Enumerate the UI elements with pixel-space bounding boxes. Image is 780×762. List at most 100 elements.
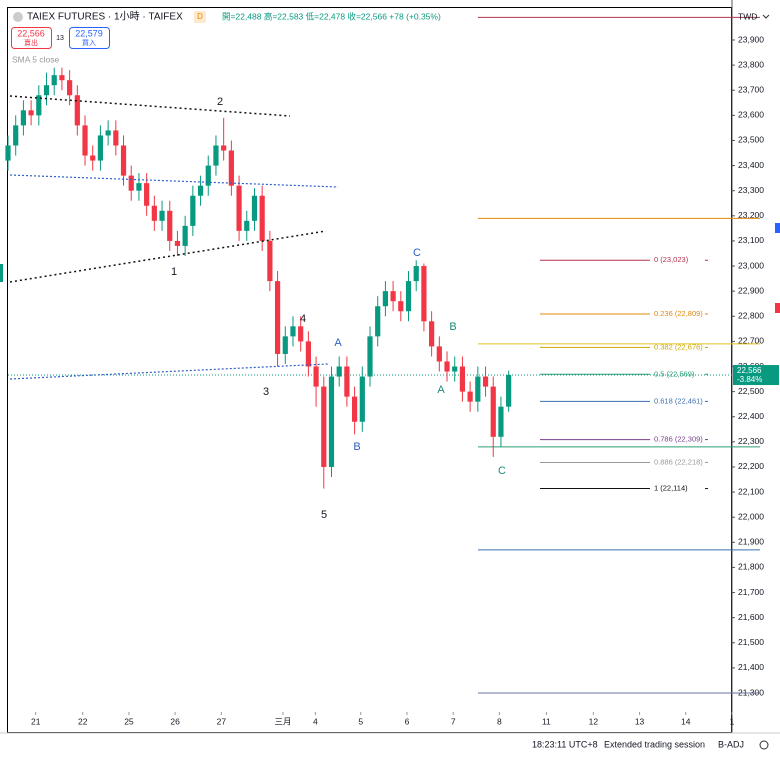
candle-body: [467, 391, 473, 402]
y-tick-label: 21,400: [738, 662, 764, 672]
currency[interactable]: TWD: [738, 11, 757, 21]
x-tick-label: 22: [78, 716, 88, 726]
trend-line: [9, 95, 291, 117]
candle-body: [228, 150, 234, 186]
fib-label: 0.382 (22,676): [654, 342, 703, 351]
candle-body: [174, 240, 181, 246]
candle-body: [298, 326, 304, 342]
wave-label: B: [449, 321, 456, 333]
x-tick-label: 27: [217, 716, 227, 726]
y-tick-label: 23,300: [738, 185, 764, 195]
y-tick-label: 22,200: [738, 461, 764, 471]
y-tick-label: 22,700: [738, 336, 764, 346]
candle-body: [82, 125, 88, 156]
y-tick-label: 22,800: [738, 311, 764, 321]
buy-price: 22,579: [75, 28, 103, 38]
y-tick-label: 21,800: [738, 562, 764, 572]
settings-icon[interactable]: [759, 740, 769, 750]
x-tick-label: 21: [31, 716, 41, 726]
candle-body: [390, 291, 396, 302]
price-tag-value: 22,566: [737, 366, 762, 375]
candle-body: [490, 386, 496, 437]
candle-body: [336, 366, 342, 377]
candle-body: [251, 195, 258, 221]
candle-body: [459, 366, 466, 392]
candle-body: [498, 406, 504, 437]
session[interactable]: Extended trading session: [604, 739, 705, 749]
x-tick-label: 8: [497, 716, 502, 726]
candle-body: [244, 220, 250, 231]
y-tick-label: 23,400: [738, 160, 764, 170]
x-tick-label: 25: [124, 716, 134, 726]
indicator-label[interactable]: SMA 5 close: [12, 54, 60, 64]
x-tick-label: 12: [589, 716, 599, 726]
spread: 13: [56, 35, 64, 42]
candle-body: [90, 155, 96, 161]
sell-button[interactable]: [11, 27, 52, 49]
sell-price: 22,566: [17, 28, 45, 38]
edge-marker: [0, 264, 3, 282]
wave-label: A: [334, 337, 342, 349]
y-tick-label: 21,600: [738, 612, 764, 622]
x-tick-label: 5: [358, 716, 363, 726]
buy-button[interactable]: [69, 27, 110, 49]
candle-body: [205, 165, 211, 186]
candle-body: [197, 185, 204, 196]
candle-body: [321, 386, 327, 467]
adjustment[interactable]: B-ADJ: [718, 739, 744, 749]
x-tick-label: 6: [405, 716, 410, 726]
candle-body: [398, 301, 404, 312]
candle-body: [382, 291, 389, 307]
y-tick-label: 22,400: [738, 411, 764, 421]
symbol-title[interactable]: TAIEX FUTURES · 1小時 · TAIFEX: [27, 11, 183, 23]
candle-body: [190, 195, 196, 226]
candle-body: [5, 145, 11, 161]
x-tick-label: 13: [635, 716, 645, 726]
fib-label: 0.236 (22,809): [654, 309, 703, 318]
y-tick-label: 23,000: [738, 260, 764, 270]
candle-body: [359, 376, 365, 422]
y-tick-label: 23,100: [738, 235, 764, 245]
wave-label: 5: [321, 509, 327, 521]
x-tick-label: 26: [170, 716, 180, 726]
candle-body: [74, 95, 80, 126]
candle-body: [413, 266, 419, 282]
candle-body: [221, 145, 227, 151]
wave-label: C: [413, 247, 421, 259]
candle-body: [274, 281, 281, 354]
x-tick-label: 三月: [274, 716, 291, 726]
y-tick-label: 23,500: [738, 135, 764, 145]
candle-body: [375, 306, 381, 337]
y-tick-label: 21,700: [738, 587, 764, 597]
candle-body: [97, 135, 104, 161]
y-tick-label: 22,000: [738, 511, 764, 521]
y-tick-label: 23,800: [738, 59, 764, 69]
ohlc: 開=22,488 高=22,583 低=22,478 收=22,566 +78 …: [222, 11, 441, 21]
fib-label: 0.5 (22,569): [654, 369, 695, 378]
candle-body: [167, 210, 173, 241]
x-tick-label: 14: [681, 716, 691, 726]
y-tick-label: 21,300: [738, 687, 764, 697]
candle-body: [213, 145, 219, 166]
candle-body: [475, 376, 481, 402]
fib-label: 1 (22,114): [654, 484, 688, 493]
candle-body: [344, 366, 350, 397]
candle-body: [351, 396, 358, 422]
candle-body: [444, 361, 450, 372]
candle-body: [43, 85, 50, 96]
edge-marker: [775, 303, 780, 313]
candle-body: [20, 110, 27, 126]
fib-label: 0.886 (22,218): [654, 457, 703, 466]
candle-body: [182, 225, 188, 246]
trend-line: [9, 230, 327, 283]
y-tick-label: 23,600: [738, 110, 764, 120]
candle-body: [136, 183, 142, 191]
y-tick-label: 22,500: [738, 386, 764, 396]
candle-body: [421, 266, 427, 322]
y-tick-label: 23,200: [738, 210, 764, 220]
price-tag: [733, 365, 779, 386]
wave-label: A: [437, 384, 445, 396]
currency-caret: [762, 14, 770, 19]
wave-label: 4: [300, 313, 306, 325]
